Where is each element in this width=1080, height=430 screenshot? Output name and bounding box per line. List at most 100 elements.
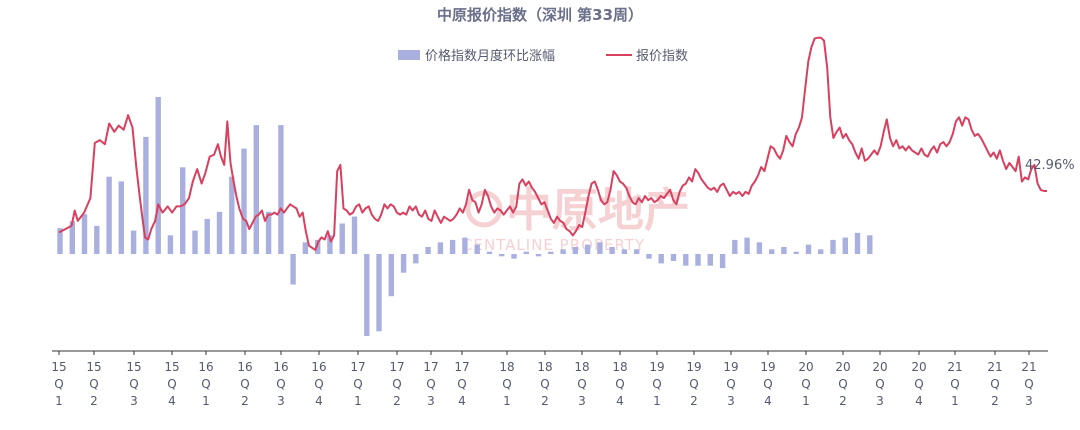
legend-line-label: 报价指数 [636, 49, 688, 64]
bar-2019-02 [658, 254, 664, 264]
bar-2018-10 [609, 247, 615, 254]
bar-2017-02 [364, 254, 370, 336]
bar-2018-09 [597, 242, 603, 254]
legend-bar-label: 价格指数月度环比涨幅 [425, 48, 555, 64]
x-tick-label: Q [540, 377, 549, 391]
bar-2017-06 [413, 254, 419, 264]
bar-2016-03 [229, 176, 235, 254]
bar-2020-06 [854, 232, 861, 254]
x-tick-label: 17 [350, 360, 365, 374]
bar-2015-09 [155, 97, 161, 254]
bar-2018-06 [560, 249, 566, 254]
x-tick-label: 20 [911, 360, 926, 374]
x-tick-label: 3 [427, 394, 435, 408]
bar-2020-05 [842, 237, 848, 254]
x-tick-label: Q [129, 377, 138, 391]
bar-2015-02 [69, 221, 75, 254]
x-tick-label: 1 [503, 394, 511, 408]
x-tick-label: Q [392, 377, 401, 391]
x-tick-label: Q [763, 377, 772, 391]
bar-2015-01 [57, 228, 63, 254]
bar-2020-03 [818, 249, 824, 254]
x-tick-label: Q [652, 377, 661, 391]
bar-2016-07 [278, 125, 284, 254]
x-tick-label: 16 [311, 360, 326, 374]
bar-2017-05 [400, 254, 407, 273]
line-series [58, 36, 1047, 251]
x-tick-label: 21 [987, 360, 1002, 374]
bar-2016-01 [204, 218, 210, 254]
x-tick-label: 4 [616, 394, 624, 408]
x-tick-label: 21 [1021, 360, 1036, 374]
bar-2016-09 [302, 242, 309, 254]
x-tick-label: 16 [273, 360, 288, 374]
x-tick-label: Q [502, 377, 511, 391]
x-tick-label: 18 [612, 360, 627, 374]
x-tick-label: 1 [202, 394, 210, 408]
x-tick-label: Q [457, 377, 466, 391]
bar-2015-03 [81, 214, 88, 254]
bar-2017-12 [486, 251, 493, 254]
x-tick-label: Q [353, 377, 362, 391]
bar-2017-11 [474, 244, 480, 254]
bar-2019-06 [707, 254, 713, 266]
bar-2016-08 [290, 254, 296, 285]
end-value-label: 42.96% [1025, 158, 1075, 173]
bar-2015-07 [130, 230, 137, 254]
bar-2017-07 [425, 247, 431, 254]
x-tick-label: 3 [130, 394, 138, 408]
x-tick-label: 19 [686, 360, 701, 374]
bar-2020-07 [867, 235, 873, 254]
x-tick-label: 3 [727, 394, 735, 408]
x-tick-label: 3 [876, 394, 884, 408]
x-tick-label: Q [838, 377, 847, 391]
x-tick-label: 15 [126, 360, 141, 374]
x-tick-label: 16 [237, 360, 252, 374]
bar-2015-10 [167, 235, 174, 254]
bar-2019-12 [781, 247, 787, 254]
x-tick-label: Q [801, 377, 810, 391]
x-tick-label: 20 [872, 360, 887, 374]
x-tick-label: 2 [241, 394, 249, 408]
x-tick-label: 20 [835, 360, 850, 374]
x-tick-label: 4 [168, 394, 176, 408]
bar-2019-05 [695, 254, 701, 266]
bar-2016-06 [265, 211, 272, 254]
x-tick-label: 19 [649, 360, 664, 374]
x-tick-label: 19 [760, 360, 775, 374]
bar-2019-03 [670, 254, 677, 261]
x-tick-label: 17 [423, 360, 438, 374]
x-tick-label: Q [1024, 377, 1033, 391]
x-tick-label: 2 [90, 394, 98, 408]
x-tick-label: 1 [354, 394, 362, 408]
x-tick-label: Q [689, 377, 698, 391]
bar-2019-10 [756, 242, 763, 254]
x-tick-label: Q [726, 377, 735, 391]
bar-2017-08 [437, 242, 444, 254]
x-tick-label: 15 [164, 360, 179, 374]
x-tick-label: Q [577, 377, 586, 391]
bar-2019-11 [769, 249, 775, 254]
bar-2018-04 [535, 254, 542, 257]
chart-title: 中原报价指数（深圳 第33周） [437, 6, 643, 24]
bar-2020-02 [805, 244, 812, 254]
x-tick-label: Q [990, 377, 999, 391]
x-tick-label: Q [914, 377, 923, 391]
bar-2017-09 [449, 239, 456, 254]
x-tick-label: 2 [839, 394, 847, 408]
bar-2018-03 [523, 251, 529, 254]
x-tick-label: 18 [574, 360, 589, 374]
watermark: 中原地产 CENTALINE PROPERTY [462, 183, 690, 254]
x-tick-label: 15 [86, 360, 101, 374]
x-tick-label: Q [89, 377, 98, 391]
x-tick-label: 4 [458, 394, 466, 408]
bar-2018-01 [499, 254, 505, 257]
bar-2017-01 [351, 216, 358, 254]
x-tick-label: Q [240, 377, 249, 391]
bar-2018-12 [634, 249, 640, 254]
bar-2018-07 [572, 247, 578, 254]
x-tick-label: 4 [764, 394, 772, 408]
x-tick-label: 1 [802, 394, 810, 408]
x-tick-label: 1 [951, 394, 959, 408]
